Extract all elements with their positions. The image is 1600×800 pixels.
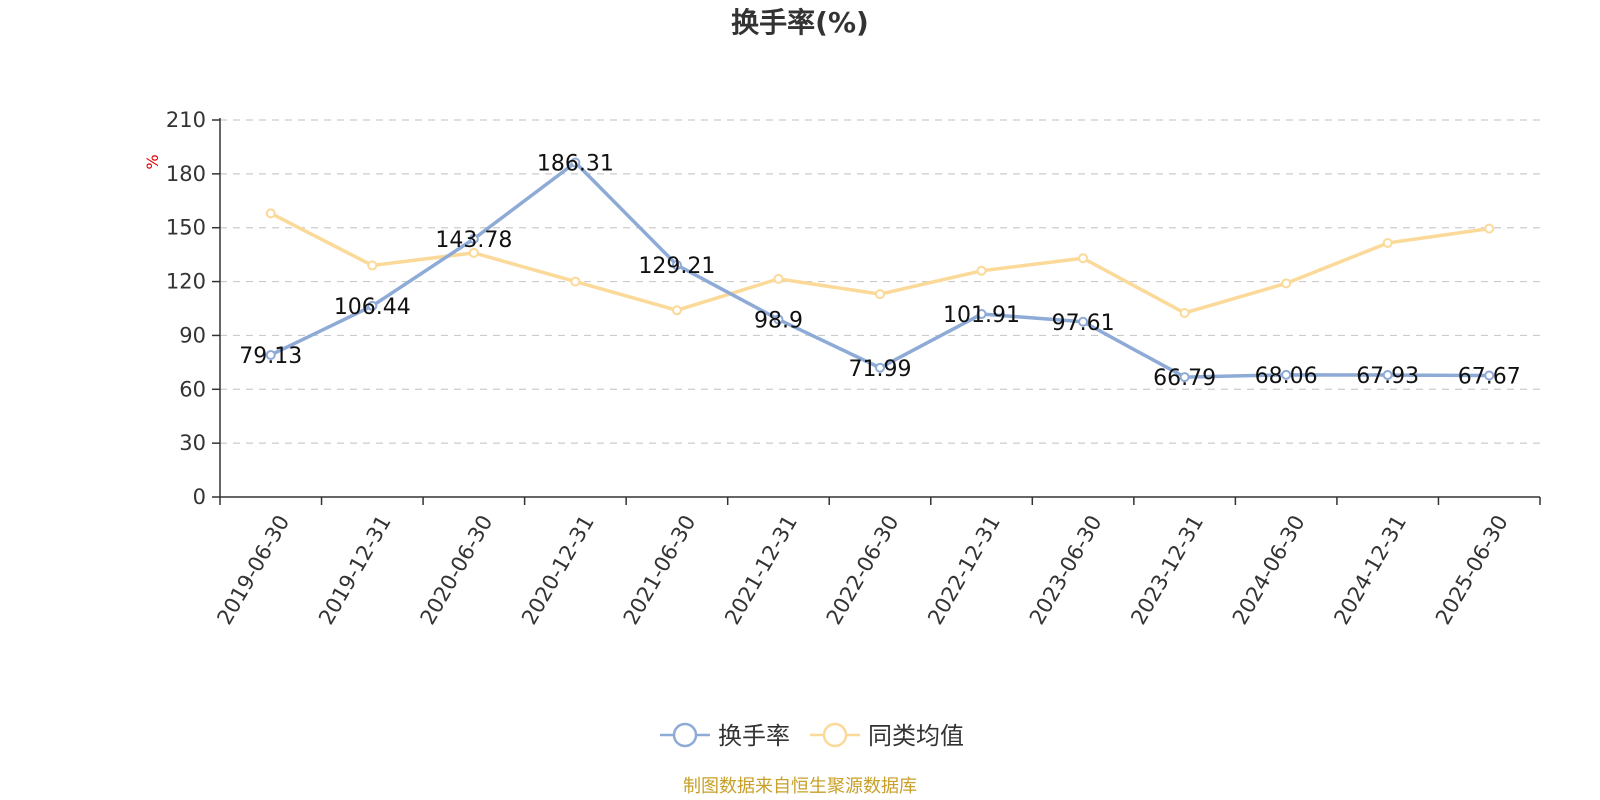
data-point[interactable] [1484,223,1495,234]
data-point[interactable] [671,260,682,271]
x-tick-label: 2019-06-30 [212,511,294,629]
data-label: 101.91 [943,303,1020,328]
data-point[interactable] [367,300,378,311]
data-point[interactable] [1281,278,1292,289]
x-tick-label: 2024-06-30 [1228,511,1310,629]
data-label: 98.9 [754,308,803,333]
y-tick-label: 90 [179,323,206,347]
series-1 [265,157,1495,383]
data-label: 67.67 [1458,365,1521,390]
data-label: 79.13 [239,344,302,369]
data-point[interactable] [570,276,581,287]
data-point[interactable] [1382,237,1393,248]
series-2 [265,208,1495,318]
legend-item-2[interactable]: 同类均值 [810,722,964,750]
data-point[interactable] [1281,369,1292,380]
x-tick-label: 2025-06-30 [1431,511,1513,629]
gridlines [220,119,1540,444]
data-point[interactable] [875,362,885,373]
data-label: 68.06 [1255,364,1318,389]
legend-marker-icon [822,722,848,748]
data-point[interactable] [1078,316,1089,327]
legend-item-1[interactable]: 换手率 [660,722,790,750]
data-point[interactable] [468,233,479,244]
legend-marker-icon [672,722,698,748]
x-tick-label: 2021-06-30 [619,511,701,629]
x-tick-label: 2024-12-31 [1329,511,1411,629]
y-tick-label: 210 [166,108,206,132]
series-line [270,160,1490,379]
data-point[interactable] [1179,307,1190,318]
y-tick-label: 60 [179,377,206,401]
x-tick-label: 2019-12-31 [314,511,396,629]
y-tick-label: 120 [166,270,206,294]
data-point[interactable] [1484,370,1495,381]
data-label: 67.93 [1356,364,1419,389]
data-label: 186.31 [537,152,614,177]
y-tick-label: 30 [179,431,206,455]
data-label: 71.99 [849,357,912,382]
data-point[interactable] [1078,253,1089,264]
data-point[interactable] [976,265,987,276]
x-tick-label: 2020-06-30 [416,511,498,629]
x-tick-label: 2022-12-31 [923,511,1005,629]
data-point[interactable] [976,309,987,320]
data-point[interactable] [773,314,784,325]
data-point[interactable] [671,305,682,316]
data-label: 143.78 [435,228,512,253]
legend-label: 同类均值 [868,722,964,750]
y-tick-label: 0 [193,485,206,509]
source-note: 制图数据来自恒生聚源数据库 [683,776,917,797]
data-label: 66.79 [1153,366,1216,391]
data-label: 97.61 [1052,311,1115,336]
y-tick-label: 150 [166,216,206,240]
x-tick-label: 2020-12-31 [517,511,599,629]
y-axis-unit: % [143,154,162,169]
x-tick-label: 2022-06-30 [822,511,904,629]
x-tick-label: 2021-12-31 [720,511,802,629]
data-point[interactable] [1382,370,1393,381]
data-point[interactable] [265,208,276,219]
y-tick-label: 180 [166,162,206,186]
data-point[interactable] [570,157,581,168]
legend: 换手率 同类均值 [660,722,964,750]
data-point[interactable] [265,349,276,360]
data-label: 106.44 [334,295,411,320]
data-point[interactable] [773,273,784,284]
data-point[interactable] [468,247,479,258]
chart-title: 换手率(%) [731,6,869,39]
data-label: 129.21 [638,254,715,279]
x-tick-label: 2023-06-30 [1025,511,1107,629]
series-group [265,157,1495,383]
data-point[interactable] [367,260,378,271]
legend-label: 换手率 [718,722,790,750]
data-point[interactable] [875,289,885,300]
data-point[interactable] [1179,372,1190,383]
x-tick-label: 2023-12-31 [1126,511,1208,629]
data-labels: 79.13 106.44 143.78 186.31 129.21 98.9 71.99 10… [239,152,1520,392]
